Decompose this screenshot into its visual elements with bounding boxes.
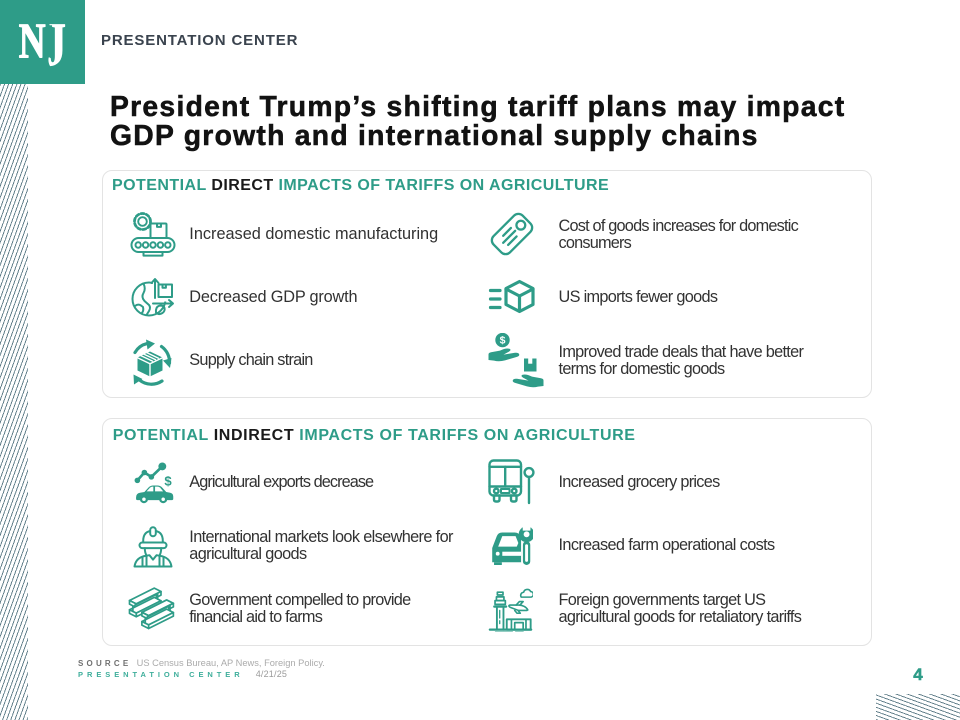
svg-text:$: $ — [164, 473, 172, 488]
svg-text:$: $ — [500, 335, 506, 347]
